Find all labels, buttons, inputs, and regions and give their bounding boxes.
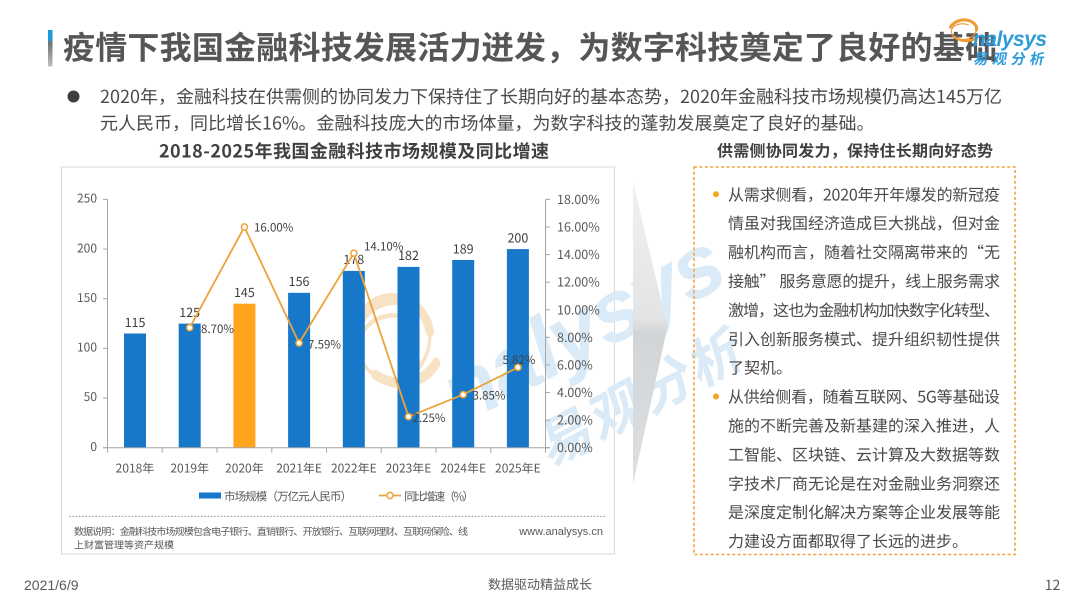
svg-text:12: 12 <box>1045 575 1061 595</box>
svg-text:上财富管理等资产规模: 上财富管理等资产规模 <box>74 537 174 552</box>
svg-text:8.00%: 8.00% <box>557 327 593 346</box>
svg-text:16.00%: 16.00% <box>254 219 294 235</box>
svg-text:2025年E: 2025年E <box>495 460 541 477</box>
svg-text:12.00%: 12.00% <box>557 272 600 291</box>
svg-text:200: 200 <box>77 239 97 256</box>
svg-text:疫情下我国金融科技发展活力迸发，为数字科技奠定了良好的基础: 疫情下我国金融科技发展活力迸发，为数字科技奠定了良好的基础 <box>63 23 997 69</box>
svg-text:www.analysys.cn: www.analysys.cn <box>518 526 603 538</box>
svg-text:情虽对我国经济造成巨大挑战，但对金: 情虽对我国经济造成巨大挑战，但对金 <box>728 210 1000 234</box>
svg-text:接触” 服务意愿的提升，线上服务需求: 接触” 服务意愿的提升，线上服务需求 <box>728 268 1000 292</box>
svg-text:施的不断完善及新基建的深入推进，人: 施的不断完善及新基建的深入推进，人 <box>728 413 1000 437</box>
svg-text:2018年: 2018年 <box>116 460 155 477</box>
svg-text:融机构而言，随着社交隔离带来的“无: 融机构而言，随着社交隔离带来的“无 <box>728 239 1000 263</box>
svg-text:同比增速（%）: 同比增速（%） <box>404 489 474 505</box>
svg-text:引入创新服务模式、提升组织韧性提供: 引入创新服务模式、提升组织韧性提供 <box>728 326 1000 350</box>
svg-text:字技术厂商无论是在对金融业务洞察还: 字技术厂商无论是在对金融业务洞察还 <box>728 470 1000 494</box>
svg-text:2019年: 2019年 <box>170 460 209 477</box>
svg-text:易观分析: 易观分析 <box>972 48 1050 69</box>
svg-text:2018-2025年我国金融科技市场规模及同比增速: 2018-2025年我国金融科技市场规模及同比增速 <box>159 137 549 163</box>
svg-text:供需侧协同发力，保持住长期向好态势: 供需侧协同发力，保持住长期向好态势 <box>717 138 993 162</box>
svg-text:182: 182 <box>398 245 419 264</box>
svg-text:14.10%: 14.10% <box>364 238 404 254</box>
svg-text:2021年E: 2021年E <box>276 460 322 477</box>
svg-text:2021/6/9: 2021/6/9 <box>24 577 79 593</box>
svg-text:10.00%: 10.00% <box>557 299 600 318</box>
svg-text:250: 250 <box>77 190 97 207</box>
svg-text:数据说明：金融科技市场规模包含电子银行、直销银行、开放银行、: 数据说明：金融科技市场规模包含电子银行、直销银行、开放银行、互联网理财、互联网保… <box>74 523 468 538</box>
svg-text:2024年E: 2024年E <box>440 460 486 477</box>
svg-text:125: 125 <box>179 302 200 321</box>
svg-text:从需求侧看，2020年开年爆发的新冠疫: 从需求侧看，2020年开年爆发的新冠疫 <box>728 181 1000 205</box>
svg-text:115: 115 <box>125 312 146 331</box>
svg-text:6.00%: 6.00% <box>557 354 593 373</box>
svg-text:数据驱动精益成长: 数据驱动精益成长 <box>488 574 592 593</box>
svg-text:2.25%: 2.25% <box>413 410 446 426</box>
svg-text:力建设方面都取得了长远的进步。: 力建设方面都取得了长远的进步。 <box>728 528 968 552</box>
svg-text:0: 0 <box>90 438 97 455</box>
svg-text:激增，这也为金融机构加快数字化转型、: 激增，这也为金融机构加快数字化转型、 <box>728 297 1000 321</box>
svg-text:150: 150 <box>77 289 97 306</box>
svg-text:从供给侧看，随着互联网、5G等基础设: 从供给侧看，随着互联网、5G等基础设 <box>728 384 1000 408</box>
svg-text:2.00%: 2.00% <box>557 410 593 429</box>
svg-text:工智能、区块链、云计算及大数据等数: 工智能、区块链、云计算及大数据等数 <box>728 441 1000 465</box>
svg-text:5.82%: 5.82% <box>503 352 536 368</box>
svg-text:元人民币，同比增长16%。金融科技庞大的市场体量，为数字科技: 元人民币，同比增长16%。金融科技庞大的市场体量，为数字科技的蓬勃发展奠定了良好… <box>100 109 875 135</box>
svg-text:2022年E: 2022年E <box>331 460 377 477</box>
svg-text:7.59%: 7.59% <box>308 336 341 352</box>
svg-text:nalysys: nalysys <box>973 28 1047 51</box>
svg-text:2023年E: 2023年E <box>386 460 432 477</box>
svg-text:是深度定制化解决方案等企业发展等能: 是深度定制化解决方案等企业发展等能 <box>728 499 1000 523</box>
svg-text:18.00%: 18.00% <box>557 189 600 208</box>
svg-text:了契机。: 了契机。 <box>728 355 792 379</box>
svg-text:200: 200 <box>507 227 528 246</box>
svg-text:14.00%: 14.00% <box>557 244 600 263</box>
svg-text:2020年，金融科技在供需侧的协同发力下保持住了长期向好的基: 2020年，金融科技在供需侧的协同发力下保持住了长期向好的基本态势，2020年金… <box>100 83 1002 109</box>
svg-text:50: 50 <box>84 388 98 405</box>
svg-text:8.70%: 8.70% <box>201 321 234 337</box>
svg-text:2020年: 2020年 <box>225 460 264 477</box>
svg-text:100: 100 <box>77 339 97 356</box>
svg-text:3.85%: 3.85% <box>473 387 506 403</box>
svg-text:4.00%: 4.00% <box>557 382 593 401</box>
svg-text:156: 156 <box>289 271 310 290</box>
svg-text:189: 189 <box>453 238 474 257</box>
svg-text:16.00%: 16.00% <box>557 217 600 236</box>
svg-text:145: 145 <box>234 282 255 301</box>
svg-text:市场规模（万亿元人民币）: 市场规模（万亿元人民币） <box>224 489 352 505</box>
svg-text:0.00%: 0.00% <box>557 437 593 456</box>
